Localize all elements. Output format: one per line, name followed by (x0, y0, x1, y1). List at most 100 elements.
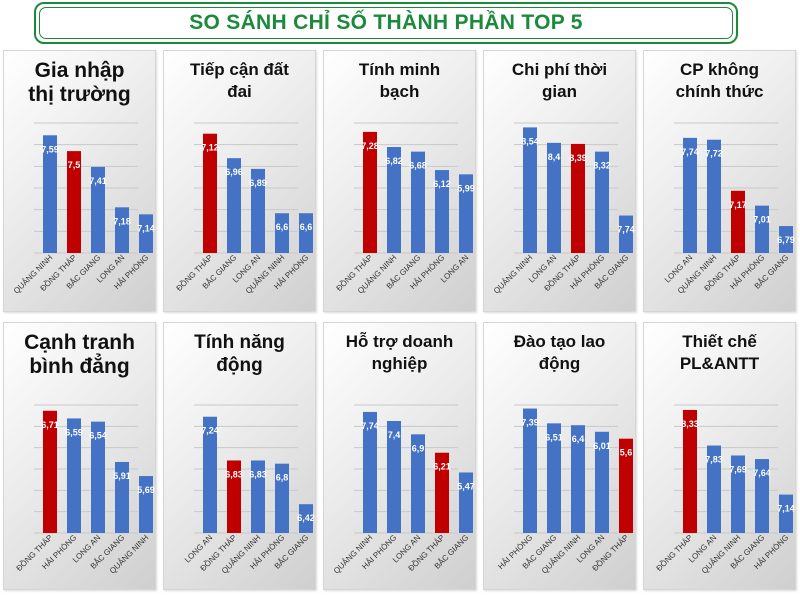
bar (547, 423, 561, 533)
bar (91, 421, 105, 533)
chart-panel: Chi phí thời gian 8,54 QUẢNG NINH 8,4 LONG … (483, 50, 636, 312)
bar (411, 151, 425, 253)
bar (595, 431, 609, 533)
bar (139, 214, 153, 253)
data-label: 8,39 (569, 153, 587, 163)
category-tick-label: QUẢNG NINH (492, 253, 535, 296)
data-label: 6,82 (385, 156, 403, 166)
chart-panel: Tiếp cận đất đai 7,12 ĐỒNG THÁP 6,96 BẮC GI… (163, 50, 316, 312)
data-label: 7,59 (41, 144, 59, 154)
bar (43, 410, 57, 533)
data-label: 7,14 (137, 223, 155, 233)
bar (707, 139, 721, 253)
data-label: 6,54 (89, 431, 107, 441)
data-label: 7,12 (201, 143, 219, 153)
chart-title: Hỗ trợ doanh nghiệp (345, 332, 454, 373)
bar (251, 168, 265, 253)
data-label: 6,83 (249, 469, 267, 479)
data-label: 5,6 (620, 448, 633, 458)
page-title: SO SÁNH CHỈ SỐ THÀNH PHẦN TOP 5 (39, 7, 733, 39)
data-label: 7,74 (617, 225, 635, 235)
data-label: 7,5 (68, 160, 81, 170)
data-label: 8,4 (548, 152, 561, 162)
data-label: 8,54 (521, 136, 539, 146)
bar (571, 425, 585, 533)
data-label: 6,51 (545, 432, 563, 442)
data-label: 6,21 (433, 462, 451, 472)
data-label: 7,01 (753, 215, 771, 225)
chart-title: Cạnh tranh bình đẳng (24, 331, 135, 378)
data-label: 5,91 (113, 471, 131, 481)
data-label: 5,47 (457, 481, 475, 491)
bar (203, 133, 217, 253)
bar (459, 472, 473, 533)
data-label: 5,69 (137, 485, 155, 495)
bar (683, 409, 697, 533)
data-label: 7,18 (113, 216, 131, 226)
bar (299, 213, 313, 253)
bar (203, 416, 217, 533)
data-label: 6,68 (409, 161, 427, 171)
bar (707, 445, 721, 533)
data-label: 6,42 (297, 513, 315, 523)
bar (363, 411, 377, 533)
chart-title: CP không chính thức (675, 60, 764, 101)
category-tick-label: ĐỒNG THÁP (654, 532, 695, 573)
chart-title: Đào tạo lao động (513, 332, 606, 373)
chart-panel: Tính năng động 7,24 LONG AN 6,83 ĐỒNG THÁP 6… (163, 322, 316, 590)
bar (683, 137, 697, 253)
bar (67, 151, 81, 253)
data-label: 7,24 (201, 426, 219, 436)
data-label: 6,4 (572, 434, 585, 444)
bar (779, 494, 793, 533)
bar (91, 166, 105, 253)
bar (571, 143, 585, 253)
bar (755, 205, 769, 253)
bar (619, 215, 633, 253)
chart-title: Chi phí thời gian (511, 60, 608, 101)
data-label: 7,41 (89, 176, 107, 186)
data-label: 6,6 (300, 222, 313, 232)
chart-panel: Cạnh tranh bình đẳng 6,71 ĐỒNG THÁP 6,59 HẢ… (3, 322, 156, 590)
chart-panel: Gia nhập thị trường 7,59 QUẢNG NINH 7,5 ĐỒN… (3, 50, 156, 312)
chart-panel: Đào tạo lao động 7,39 HẢI PHÒNG 6,51 BẮC GI… (483, 322, 636, 590)
bar (227, 460, 241, 533)
bar (299, 504, 313, 533)
bar (523, 408, 537, 533)
bar (275, 463, 289, 533)
data-label: 6,12 (433, 179, 451, 189)
bar (363, 131, 377, 253)
data-label: 7,69 (729, 464, 747, 474)
chart-title: Thiết chế PL&ANTT (679, 332, 760, 373)
data-label: 6,96 (225, 167, 243, 177)
data-label: 7,74 (681, 147, 699, 157)
data-label: 8,33 (681, 419, 699, 429)
bar (43, 135, 57, 253)
bar (435, 170, 449, 253)
chart-panel: Hỗ trợ doanh nghiệp 7,74 QUẢNG NINH 7,4 HẢI… (323, 322, 476, 590)
chart-panel: CP không chính thức 7,74 LONG AN 7,72 QUẢNG… (643, 50, 796, 312)
bar (755, 459, 769, 533)
data-label: 7,14 (777, 504, 795, 514)
chart-panel: Tính minh bạch 7,28 ĐỒNG THÁP 6,82 QUẢNG NI… (323, 50, 476, 312)
chart-title: Tiếp cận đất đai (190, 60, 289, 101)
data-label: 6,71 (41, 420, 59, 430)
header-title-box: SO SÁNH CHỈ SỐ THÀNH PHẦN TOP 5 (34, 2, 738, 44)
bar (547, 142, 561, 253)
bar (523, 127, 537, 253)
chart-panel: Thiết chế PL&ANTT 8,33 ĐỒNG THÁP 7,83 LONG … (643, 322, 796, 590)
data-label: 6,6 (276, 222, 289, 232)
bar (139, 476, 153, 533)
bar (619, 438, 633, 533)
data-label: 7,17 (729, 200, 747, 210)
data-label: 7,72 (705, 149, 723, 159)
data-label: 6,01 (593, 441, 611, 451)
bar (115, 207, 129, 253)
data-label: 6,59 (65, 427, 83, 437)
bar (411, 434, 425, 533)
bar (779, 226, 793, 253)
